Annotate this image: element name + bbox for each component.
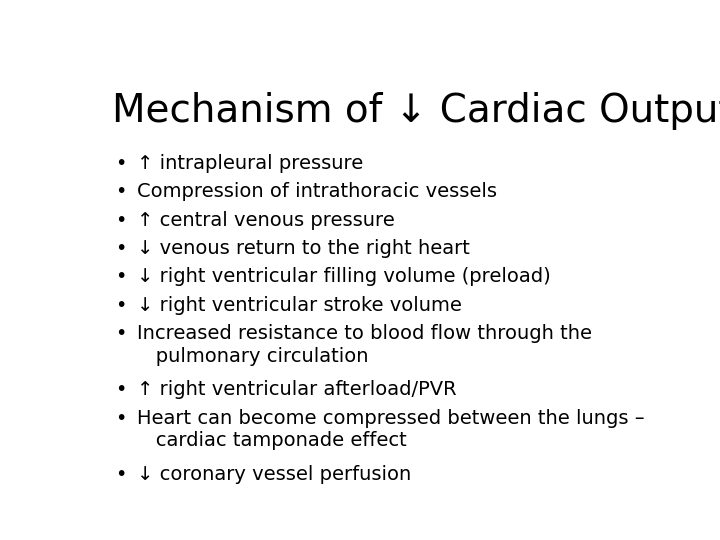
Text: •: • bbox=[115, 239, 127, 258]
Text: •: • bbox=[115, 409, 127, 428]
Text: •: • bbox=[115, 465, 127, 484]
Text: ↓ right ventricular stroke volume: ↓ right ventricular stroke volume bbox=[138, 295, 462, 315]
Text: ↓ coronary vessel perfusion: ↓ coronary vessel perfusion bbox=[138, 465, 412, 484]
Text: ↑ central venous pressure: ↑ central venous pressure bbox=[138, 211, 395, 229]
Text: •: • bbox=[115, 295, 127, 315]
Text: ↓ venous return to the right heart: ↓ venous return to the right heart bbox=[138, 239, 470, 258]
Text: Mechanism of ↓ Cardiac Output: Mechanism of ↓ Cardiac Output bbox=[112, 92, 720, 130]
Text: Compression of intrathoracic vessels: Compression of intrathoracic vessels bbox=[138, 183, 498, 201]
Text: •: • bbox=[115, 211, 127, 229]
Text: •: • bbox=[115, 267, 127, 286]
Text: Heart can become compressed between the lungs –
   cardiac tamponade effect: Heart can become compressed between the … bbox=[138, 409, 645, 450]
Text: •: • bbox=[115, 380, 127, 400]
Text: ↓ right ventricular filling volume (preload): ↓ right ventricular filling volume (prel… bbox=[138, 267, 552, 286]
Text: •: • bbox=[115, 154, 127, 173]
Text: ↑ intrapleural pressure: ↑ intrapleural pressure bbox=[138, 154, 364, 173]
Text: Increased resistance to blood flow through the
   pulmonary circulation: Increased resistance to blood flow throu… bbox=[138, 324, 593, 366]
Text: ↑ right ventricular afterload/PVR: ↑ right ventricular afterload/PVR bbox=[138, 380, 457, 400]
Text: •: • bbox=[115, 324, 127, 343]
Text: •: • bbox=[115, 183, 127, 201]
